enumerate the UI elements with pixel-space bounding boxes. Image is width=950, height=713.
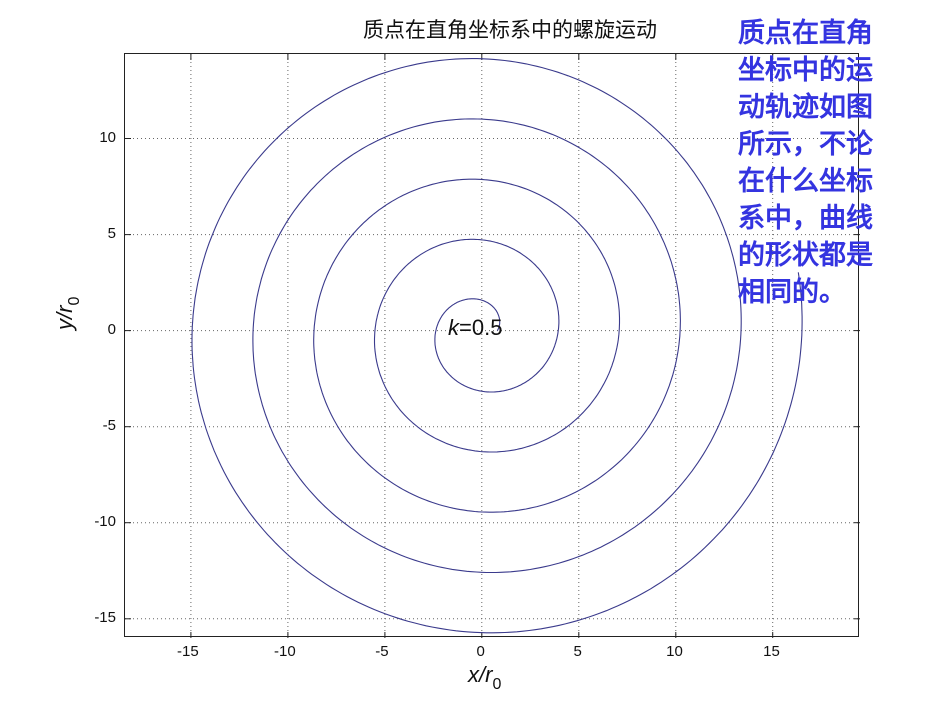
x-tick-label: -5 — [375, 643, 389, 660]
side-note: 质点在直角 坐标中的运 动轨迹如图 所示，不论 在什么坐标 系中，曲线 的形状都… — [738, 15, 908, 311]
x-tick-label: 0 — [476, 643, 485, 660]
y-tick-label: -5 — [102, 416, 116, 434]
side-note-line: 动轨迹如图 — [738, 92, 873, 123]
x-tick-label: 15 — [763, 643, 780, 660]
side-note-line: 相同的。 — [738, 277, 846, 308]
y-axis-label: y/r0 — [52, 297, 83, 330]
x-tick-label: 5 — [573, 643, 582, 660]
spiral-plot — [125, 54, 860, 638]
side-note-line: 的形状都是 — [738, 240, 873, 271]
y-tick-label: 0 — [107, 320, 116, 338]
x-axis-label-main: x/r — [468, 662, 493, 687]
y-axis-label-main: y/r — [52, 305, 77, 330]
y-tick-label: 5 — [107, 224, 116, 242]
x-tick-label: 10 — [666, 643, 683, 660]
k-annotation: k=0.5 — [448, 315, 502, 341]
k-value: =0.5 — [459, 315, 503, 340]
x-tick-label: -10 — [274, 643, 296, 660]
side-note-line: 坐标中的运 — [738, 55, 873, 86]
chart-title: 质点在直角坐标系中的螺旋运动 — [363, 18, 657, 42]
side-note-line: 在什么坐标 — [738, 166, 873, 197]
plot-area — [124, 53, 860, 638]
x-tick-label: -15 — [177, 643, 199, 660]
k-symbol: k — [448, 315, 459, 340]
y-tick-label: 10 — [99, 128, 116, 146]
x-axis-label-subscript: 0 — [492, 676, 502, 693]
side-note-line: 所示，不论 — [738, 129, 873, 160]
side-note-line: 质点在直角 — [738, 18, 873, 49]
side-note-line: 系中，曲线 — [738, 203, 873, 234]
x-axis-label: x/r0 — [468, 662, 501, 693]
y-axis-label-subscript: 0 — [66, 296, 83, 306]
y-tick-label: -10 — [94, 512, 116, 530]
y-tick-label: -15 — [94, 608, 116, 626]
